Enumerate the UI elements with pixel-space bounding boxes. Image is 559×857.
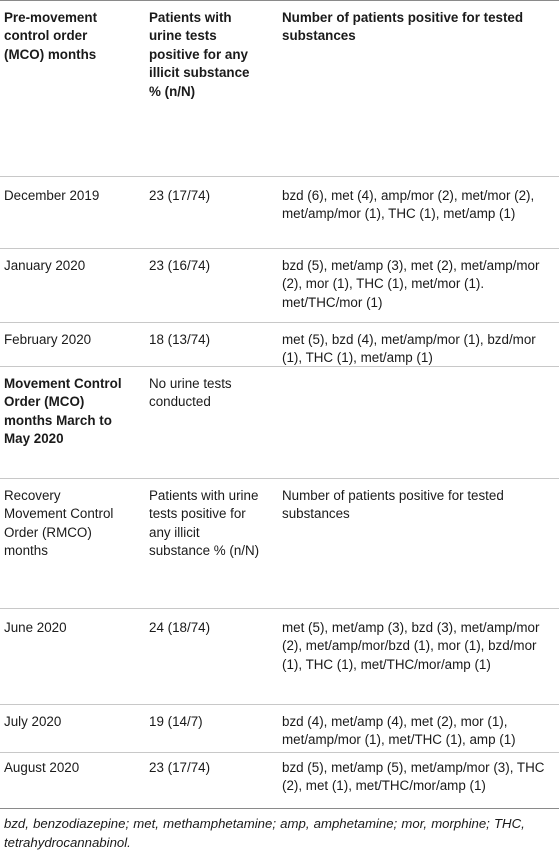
row-percent: 19 (14/7) [149,714,203,729]
table-subheader-row: Recovery Movement Control Order (RMCO) m… [0,478,559,609]
row-percent: 23 (17/74) [149,760,211,775]
row-substances: bzd (5), met/amp (3), met (2), met/amp/m… [282,258,540,310]
row-substances: bzd (5), met/amp (5), met/amp/mor (3), T… [282,760,545,794]
table-top-rule [0,0,559,1]
row-percent: 24 (18/74) [149,620,211,635]
table-row: June 2020 24 (18/74) met (5), met/amp (3… [0,608,559,709]
row-month: June 2020 [4,620,67,635]
table-footnote: bzd, benzodiazepine; met, methamphetamin… [4,816,525,850]
row-month: January 2020 [4,258,86,273]
row-substances: Number of patients positive for tested s… [282,488,504,522]
row-month: Movement Control Order (MCO) months Marc… [4,376,122,447]
row-percent: 18 (13/74) [149,332,211,347]
row-month: July 2020 [4,714,62,729]
row-month: February 2020 [4,332,92,347]
row-percent: 23 (16/74) [149,258,211,273]
row-percent: No urine tests conducted [149,376,232,410]
row-substances: bzd (6), met (4), amp/mor (2), met/mor (… [282,188,535,222]
table-row: January 2020 23 (16/74) bzd (5), met/amp… [0,248,559,323]
table-row: Movement Control Order (MCO) months Marc… [0,366,559,479]
row-month: August 2020 [4,760,80,775]
row-substances: bzd (4), met/amp (4), met (2), mor (1), … [282,714,516,748]
table-bottom-rule [0,808,559,809]
table-row: February 2020 18 (13/74) met (5), bzd (4… [0,322,559,377]
row-month: Recovery Movement Control Order (RMCO) m… [4,488,114,559]
row-substances: met (5), met/amp (3), bzd (3), met/amp/m… [282,620,540,672]
header-col-percent: Patients with urine tests positive for a… [149,10,250,99]
header-col-substances: Number of patients positive for tested s… [282,10,524,44]
row-month: December 2019 [4,188,100,203]
header-col-month: Pre-movement control order (MCO) months [4,10,98,62]
table-row: July 2020 19 (14/7) bzd (4), met/amp (4)… [0,704,559,755]
table-row: August 2020 23 (17/74) bzd (5), met/amp … [0,752,559,809]
row-percent: Patients with urine tests positive for a… [149,488,260,559]
row-percent: 23 (17/74) [149,188,211,203]
row-substances: met (5), bzd (4), met/amp/mor (1), bzd/m… [282,332,536,366]
table-row: December 2019 23 (17/74) bzd (6), met (4… [0,176,559,249]
